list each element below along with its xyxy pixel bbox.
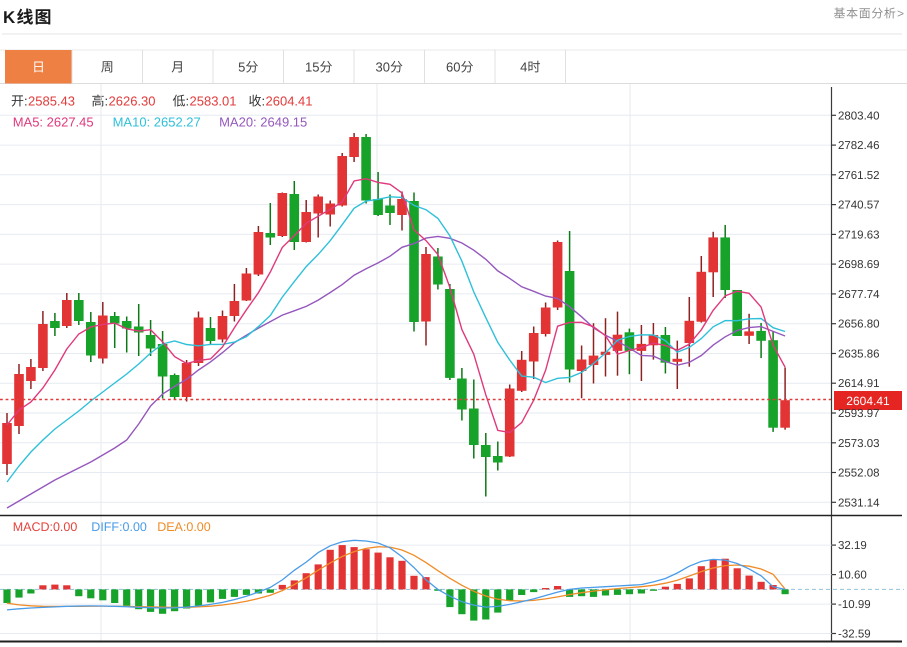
svg-text:MA5: 2627.45: MA5: 2627.45 bbox=[13, 115, 94, 130]
svg-text:2573.03: 2573.03 bbox=[838, 438, 880, 450]
svg-text:4: 4 bbox=[520, 60, 527, 75]
svg-text:2635.86: 2635.86 bbox=[838, 349, 880, 361]
svg-text:2656.80: 2656.80 bbox=[838, 319, 880, 331]
svg-text:2583.01: 2583.01 bbox=[190, 94, 237, 109]
svg-text:2614.91: 2614.91 bbox=[838, 378, 880, 390]
svg-text:2626.30: 2626.30 bbox=[109, 94, 156, 109]
svg-text:10.60: 10.60 bbox=[838, 570, 867, 582]
svg-text:K: K bbox=[3, 8, 16, 27]
svg-text::: : bbox=[262, 94, 266, 109]
svg-text:30: 30 bbox=[376, 60, 390, 75]
svg-text:2719.63: 2719.63 bbox=[838, 229, 880, 241]
svg-text:2803.40: 2803.40 bbox=[838, 110, 880, 122]
svg-text::: : bbox=[105, 94, 109, 109]
svg-text:DEA:0.00: DEA:0.00 bbox=[157, 520, 211, 534]
svg-text:MACD:0.00: MACD:0.00 bbox=[13, 520, 78, 534]
svg-text:2761.52: 2761.52 bbox=[838, 170, 880, 182]
svg-text:2531.14: 2531.14 bbox=[838, 497, 880, 509]
svg-text:MA20: 2649.15: MA20: 2649.15 bbox=[219, 115, 307, 130]
svg-text:5: 5 bbox=[238, 60, 245, 75]
svg-text:2585.43: 2585.43 bbox=[28, 94, 75, 109]
svg-text:MA10: 2652.27: MA10: 2652.27 bbox=[113, 115, 201, 130]
svg-text:60: 60 bbox=[446, 60, 460, 75]
svg-text:2782.46: 2782.46 bbox=[838, 140, 880, 152]
svg-text:DIFF:0.00: DIFF:0.00 bbox=[91, 520, 147, 534]
svg-text::: : bbox=[24, 94, 28, 109]
svg-text:15: 15 bbox=[305, 60, 319, 75]
svg-text::: : bbox=[186, 94, 190, 109]
svg-text:32.19: 32.19 bbox=[838, 540, 867, 552]
svg-text:2740.57: 2740.57 bbox=[838, 200, 880, 212]
svg-text:2604.41: 2604.41 bbox=[266, 94, 313, 109]
svg-text:2593.97: 2593.97 bbox=[838, 408, 880, 420]
svg-text:-10.99: -10.99 bbox=[838, 599, 871, 611]
svg-text:2552.08: 2552.08 bbox=[838, 468, 880, 480]
svg-text:2604.41: 2604.41 bbox=[846, 394, 890, 408]
svg-text:>: > bbox=[897, 7, 904, 21]
svg-text:2677.74: 2677.74 bbox=[838, 289, 880, 301]
svg-text:-32.59: -32.59 bbox=[838, 629, 871, 641]
svg-text:2698.69: 2698.69 bbox=[838, 259, 880, 271]
